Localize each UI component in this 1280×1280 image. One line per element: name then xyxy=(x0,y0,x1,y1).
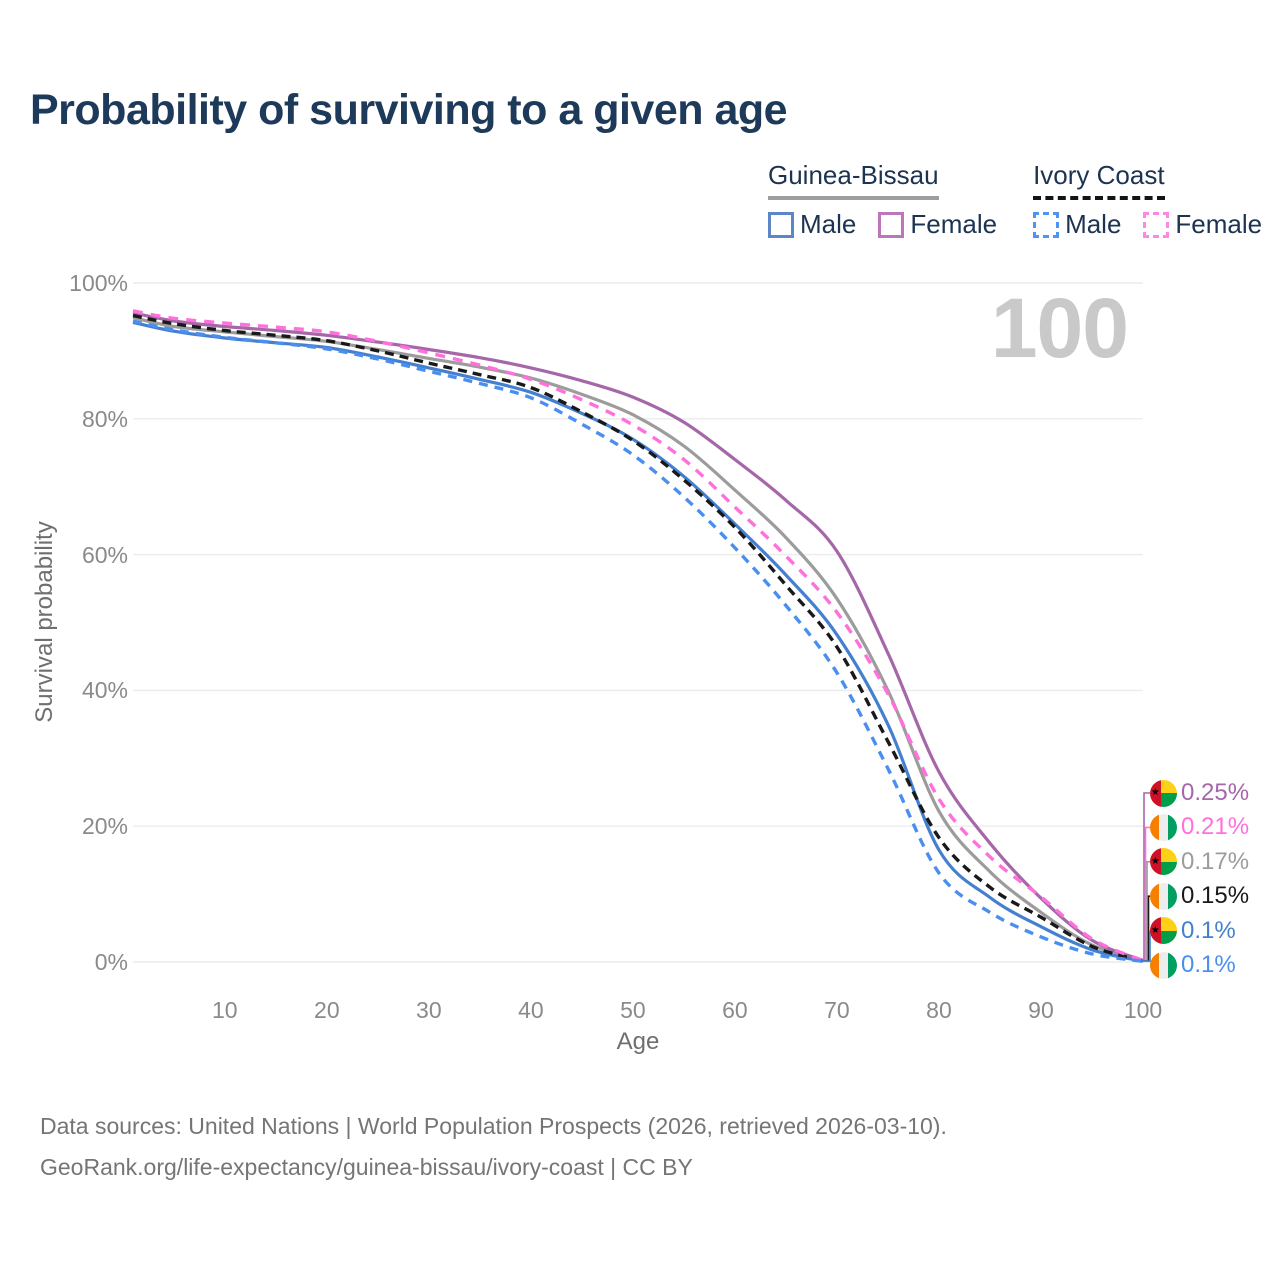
curve-guinea-bissau-female xyxy=(132,311,1144,962)
legend-swatch-ivory-coast-female xyxy=(1143,211,1170,238)
y-axis-title: Survival probability xyxy=(31,521,58,723)
legend-item-ivory-coast-female[interactable]: Female xyxy=(1143,209,1262,240)
legend-group-ivory-coast: Ivory Coast Male Female xyxy=(1033,160,1262,240)
end-label-value: 0.1% xyxy=(1181,951,1236,978)
legend-swatch-ivory-coast-male xyxy=(1033,211,1060,238)
footer: Data sources: United Nations | World Pop… xyxy=(40,1106,947,1188)
curve-guinea-bissau-total xyxy=(132,316,1144,963)
x-tick-label: 70 xyxy=(824,997,850,1023)
legend-label: Female xyxy=(1175,209,1263,239)
curve-ivory-coast-total xyxy=(132,313,1144,963)
x-tick-label: 60 xyxy=(722,997,748,1023)
x-tick-label: 50 xyxy=(620,997,646,1023)
legend-swatch-guinea-bissau-female xyxy=(878,211,905,238)
end-label-value: 0.17% xyxy=(1181,847,1250,875)
end-label-value: 0.15% xyxy=(1181,882,1250,910)
curve-ivory-coast-female xyxy=(132,309,1144,963)
end-label-value: 0.21% xyxy=(1181,813,1250,841)
y-tick-label: 20% xyxy=(81,813,128,840)
ivory-coast-flag-icon xyxy=(1150,882,1177,910)
legend-item-guinea-bissau-female[interactable]: Female xyxy=(878,209,997,240)
x-tick-label: 100 xyxy=(1123,997,1163,1023)
y-tick-label: 80% xyxy=(81,405,128,432)
legend: Guinea-Bissau Male Female Ivory Coast Ma… xyxy=(768,160,1262,240)
legend-item-guinea-bissau-male[interactable]: Male xyxy=(768,209,856,240)
end-label-guinea-bissau-female: ★ 0.25% xyxy=(1150,778,1249,808)
ivory-coast-flag-icon xyxy=(1150,813,1177,841)
y-tick-label: 0% xyxy=(94,949,128,975)
end-label-ivory-coast-female: 0.21% xyxy=(1150,812,1249,842)
curve-guinea-bissau-male xyxy=(132,320,1144,963)
x-tick-label: 80 xyxy=(926,997,952,1023)
guinea-bissau-flag-icon: ★ xyxy=(1150,917,1177,945)
y-tick-label: 60% xyxy=(81,541,128,568)
y-tick-label: 40% xyxy=(81,677,128,704)
x-tick-label: 90 xyxy=(1028,997,1054,1023)
end-label-value: 0.25% xyxy=(1181,779,1250,806)
age-watermark: 100 xyxy=(990,281,1129,375)
ivory-coast-flag-icon xyxy=(1150,951,1177,979)
end-label-value: 0.1% xyxy=(1181,916,1236,944)
x-axis-title: Age xyxy=(616,1028,660,1055)
guinea-bissau-flag-icon: ★ xyxy=(1150,779,1177,807)
legend-label: Male xyxy=(1065,209,1122,239)
legend-item-ivory-coast-male[interactable]: Male xyxy=(1033,209,1121,240)
end-label-ivory-coast-male: 0.1% xyxy=(1150,950,1236,980)
x-tick-label: 10 xyxy=(212,997,238,1023)
legend-swatch-guinea-bissau-male xyxy=(768,211,794,238)
y-tick-label: 100% xyxy=(69,270,128,296)
x-tick-label: 20 xyxy=(314,997,340,1023)
end-label-ivory-coast-total: 0.15% xyxy=(1150,881,1249,911)
legend-group-title-guinea-bissau: Guinea-Bissau xyxy=(768,160,939,200)
end-label-guinea-bissau-male: ★ 0.1% xyxy=(1150,916,1236,946)
guinea-bissau-flag-icon: ★ xyxy=(1150,848,1177,876)
legend-label: Female xyxy=(910,209,998,239)
legend-label: Male xyxy=(800,209,857,239)
x-tick-label: 30 xyxy=(416,997,442,1023)
page-title: Probability of surviving to a given age xyxy=(30,86,788,134)
end-label-guinea-bissau-total: ★ 0.17% xyxy=(1150,847,1249,877)
x-tick-label: 40 xyxy=(518,997,544,1023)
footer-url-line: GeoRank.org/life-expectancy/guinea-bissa… xyxy=(40,1154,693,1180)
legend-group-title-ivory-coast: Ivory Coast xyxy=(1033,160,1165,200)
legend-group-guinea-bissau: Guinea-Bissau Male Female xyxy=(768,160,997,240)
footer-source-line: Data sources: United Nations | World Pop… xyxy=(40,1113,947,1139)
